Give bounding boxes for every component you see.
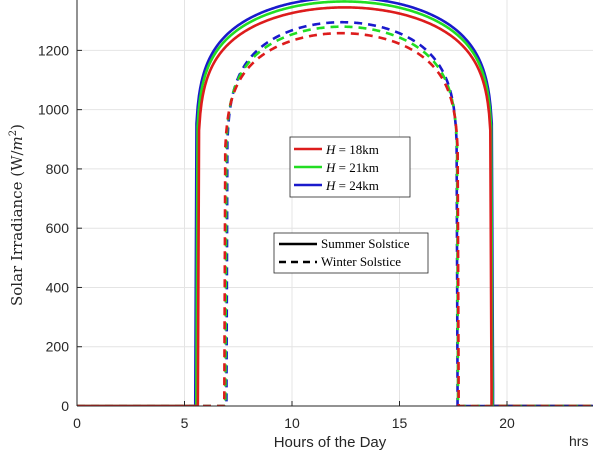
y-tick-label: 800 xyxy=(46,161,70,177)
y-tick-label: 1000 xyxy=(38,102,69,118)
x-tick-label: 15 xyxy=(392,415,408,431)
series-line-winter-18km xyxy=(77,31,592,406)
y-tick-label: 400 xyxy=(46,279,70,295)
y-tick-label: 1200 xyxy=(38,42,69,58)
x-tick-label: 20 xyxy=(499,415,515,431)
y-axis-label-close: ) xyxy=(8,124,26,130)
y-axis-label: Solar Irradiance (W/m2) xyxy=(8,124,26,306)
y-tick-label: 0 xyxy=(61,398,69,414)
x-tick-label: 10 xyxy=(284,415,300,431)
legend-altitude: H = 18km H = 21km H = 24km xyxy=(289,136,411,198)
legend-altitude-label-0: H = 18km xyxy=(325,142,379,157)
legend-season-label-0: Summer Solstice xyxy=(321,236,410,251)
y-axis-label-main: Solar Irradiance (W/ xyxy=(8,150,26,307)
series-group xyxy=(77,0,593,406)
y-tick-label: 600 xyxy=(46,220,70,236)
plot-background xyxy=(77,0,593,406)
x-axis-label: Hours of the Day xyxy=(274,434,387,451)
legend-season: Summer Solstice Winter Solstice xyxy=(273,232,429,274)
series-line-summer-18km xyxy=(77,6,593,406)
x-axis-unit: hrs xyxy=(569,433,588,449)
y-axis-label-superscript: 2 xyxy=(8,130,19,136)
x-tick-label: 5 xyxy=(181,415,189,431)
legend-season-box xyxy=(273,232,429,274)
grid-lines xyxy=(77,0,593,406)
legend-altitude-label-2: H = 24km xyxy=(325,178,379,193)
legend-season-label-1: Winter Solstice xyxy=(321,254,401,269)
y-axis-label-symbol: m xyxy=(8,136,26,150)
series-line-summer-21km xyxy=(77,0,592,406)
y-tick-label: 200 xyxy=(46,339,70,355)
legend-altitude-label-1: H = 21km xyxy=(325,160,379,175)
series-line-summer-24km xyxy=(77,0,592,406)
x-tick-label: 0 xyxy=(73,415,81,431)
